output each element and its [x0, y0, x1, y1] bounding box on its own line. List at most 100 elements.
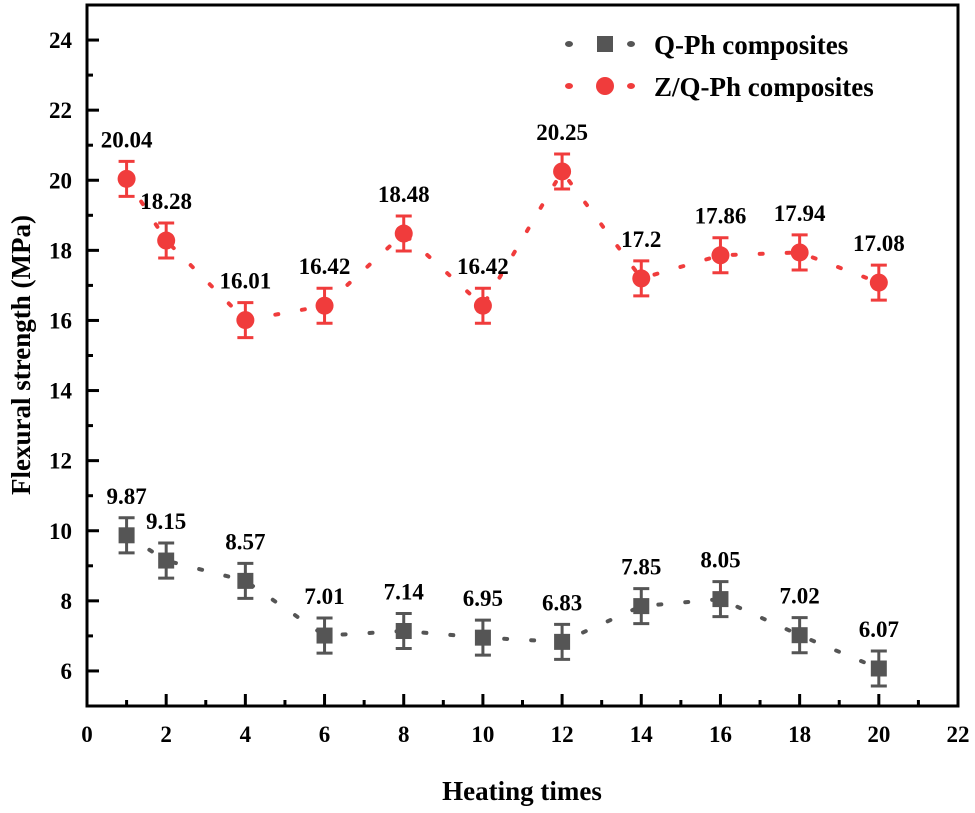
data-label: 7.14	[384, 579, 425, 604]
circle-marker	[790, 243, 809, 262]
circle-marker	[315, 296, 334, 315]
data-point	[236, 301, 255, 340]
legend-label: Q-Ph composites	[654, 30, 848, 60]
y-tick-label: 24	[49, 28, 73, 53]
data-label: 17.2	[621, 227, 661, 252]
data-point	[118, 516, 135, 555]
legend-circle-icon	[596, 77, 614, 95]
x-tick-label: 20	[867, 722, 890, 747]
data-label: 17.08	[853, 231, 905, 256]
square-marker	[474, 629, 491, 646]
data-point	[157, 221, 176, 260]
data-point	[474, 618, 491, 657]
y-tick-label: 12	[49, 449, 72, 474]
legend: Q-Ph composites Z/Q-Ph composites	[565, 30, 874, 102]
circle-marker	[236, 311, 255, 330]
x-axis-title: Heating times	[442, 776, 602, 806]
data-point	[711, 236, 730, 275]
data-label: 17.94	[774, 201, 826, 226]
data-label: 20.04	[101, 127, 153, 152]
y-tick-label: 16	[49, 308, 72, 333]
legend-line-dot	[627, 41, 635, 47]
legend-item: Z/Q-Ph composites	[565, 72, 874, 102]
data-point	[117, 159, 136, 198]
square-marker	[791, 627, 808, 644]
data-label: 18.28	[140, 189, 192, 214]
data-point	[237, 561, 254, 600]
plot-frame	[85, 3, 960, 708]
series-layer	[117, 152, 888, 688]
x-tick-label: 2	[160, 722, 172, 747]
data-point	[316, 616, 333, 655]
data-label: 16.42	[299, 254, 351, 279]
data-label: 9.15	[146, 509, 186, 534]
square-marker	[118, 527, 135, 544]
data-point	[712, 580, 729, 619]
square-marker	[316, 627, 333, 644]
data-label: 18.48	[378, 182, 430, 207]
data-label: 7.02	[780, 584, 820, 609]
data-point	[473, 286, 492, 325]
x-axis: 0 2 4 6 8 10 12 14 16 18 20 22	[81, 694, 970, 747]
data-point	[633, 587, 650, 626]
data-label: 7.01	[304, 584, 344, 609]
legend-square-icon	[597, 36, 613, 52]
square-marker	[633, 598, 650, 615]
data-label: 16.42	[457, 254, 509, 279]
legend-item: Q-Ph composites	[565, 30, 848, 60]
square-marker	[395, 622, 412, 639]
y-tick-label: 10	[49, 519, 72, 544]
x-tick-label: 6	[319, 722, 331, 747]
x-tick-label: 14	[630, 722, 654, 747]
data-label: 16.01	[219, 269, 271, 294]
data-point	[553, 152, 572, 191]
series-line-1	[124, 167, 881, 323]
square-marker	[158, 552, 175, 569]
data-point	[870, 649, 887, 688]
data-label: 6.83	[542, 590, 582, 615]
y-tick-label: 20	[49, 168, 72, 193]
data-label: 6.07	[859, 617, 899, 642]
circle-marker	[632, 269, 651, 288]
data-point	[869, 263, 888, 302]
data-point	[791, 616, 808, 655]
x-tick-label: 0	[81, 722, 93, 747]
x-tick-label: 8	[398, 722, 410, 747]
x-tick-label: 10	[471, 722, 494, 747]
y-tick-label: 18	[49, 238, 72, 263]
data-point	[394, 214, 413, 253]
circle-marker	[711, 246, 730, 265]
data-point	[315, 286, 334, 325]
y-axis-title: Flexural strength (MPa)	[6, 215, 36, 495]
legend-line-dot	[565, 41, 573, 47]
data-label: 8.57	[225, 529, 265, 554]
x-tick-label: 4	[240, 722, 252, 747]
circle-marker	[117, 169, 136, 188]
square-marker	[554, 633, 571, 650]
y-axis: 6 8 10 12 14 16 18 20 22 24	[49, 28, 99, 684]
legend-line-dot	[565, 83, 573, 89]
square-marker	[870, 660, 887, 677]
data-label: 17.86	[695, 204, 747, 229]
circle-marker	[473, 296, 492, 315]
data-point	[632, 259, 651, 298]
x-tick-label: 22	[947, 722, 970, 747]
circle-marker	[553, 162, 572, 181]
data-labels-layer: 9.879.15 8.57 7.01 7.14 6.95 6.83 7.85 8.05 7.02…	[101, 120, 905, 642]
y-tick-label: 22	[49, 98, 72, 123]
square-marker	[712, 591, 729, 608]
data-label: 6.95	[463, 586, 503, 611]
legend-label: Z/Q-Ph composites	[654, 72, 874, 102]
y-tick-label: 6	[61, 659, 73, 684]
circle-marker	[157, 231, 176, 250]
data-point	[158, 541, 175, 580]
y-tick-label: 8	[61, 589, 73, 614]
x-tick-label: 16	[709, 722, 732, 747]
circle-marker	[394, 224, 413, 243]
circle-marker	[869, 273, 888, 292]
data-label: 9.87	[106, 484, 146, 509]
data-label: 20.25	[536, 120, 588, 145]
square-marker	[237, 572, 254, 589]
data-point	[790, 233, 809, 272]
